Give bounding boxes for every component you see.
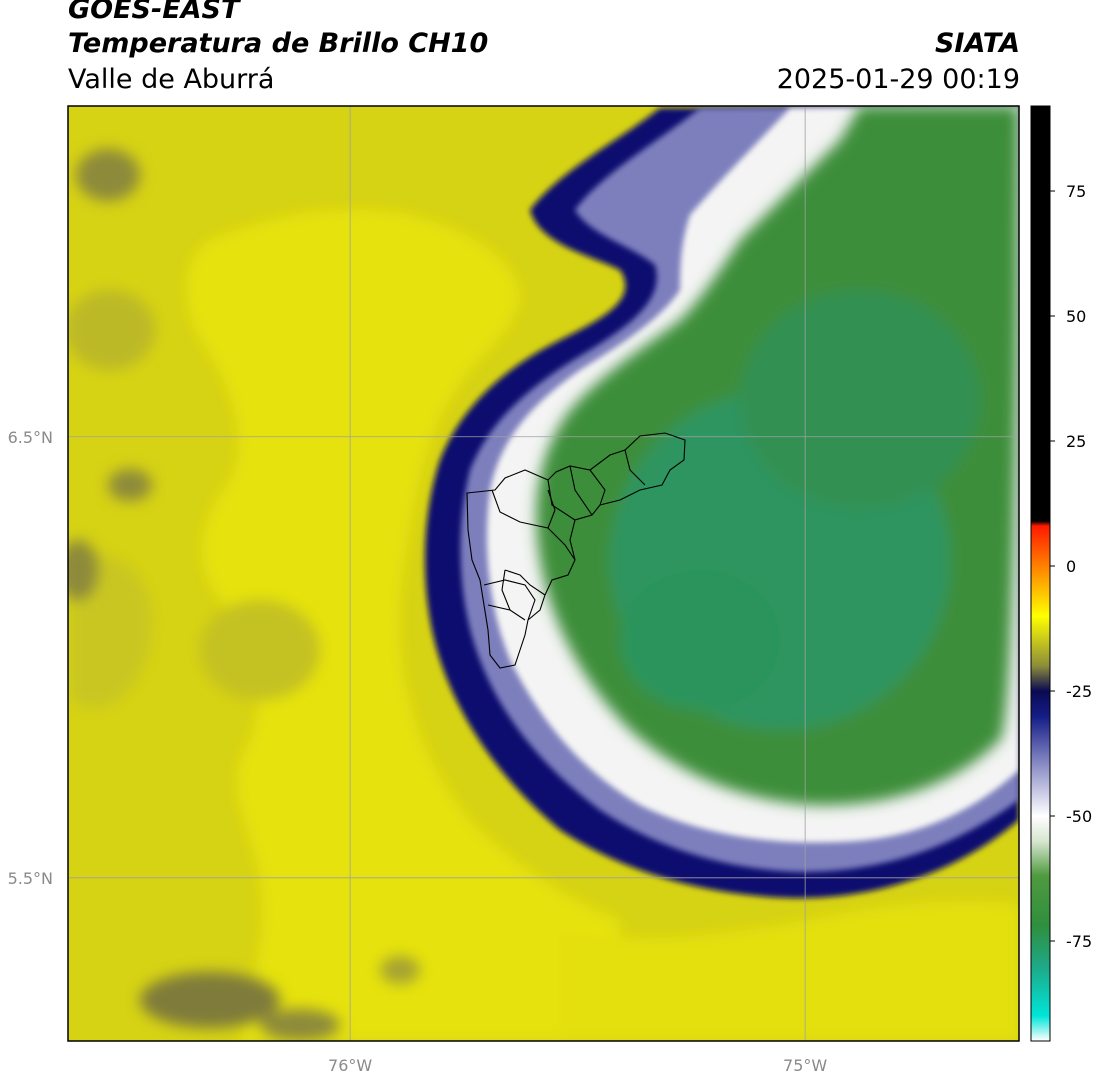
municipal-boundaries: [466, 432, 686, 669]
map-gridlines: [68, 106, 1019, 1041]
map-title: GOES-EAST: [68, 0, 240, 25]
map-timestamp: 2025-01-29 00:19: [776, 64, 1020, 95]
map-subtitle: Temperatura de Brillo CH10: [68, 28, 489, 59]
colorbar-tick-label: 0: [1066, 557, 1076, 576]
lat-tick-label: 5.5°N: [8, 869, 53, 888]
colorbar-gradient: [1031, 106, 1050, 1041]
lat-tick-label: 6.5°N: [8, 428, 53, 447]
organization-name: SIATA: [934, 28, 1020, 59]
cool-patches: [68, 149, 420, 1041]
region-name: Valle de Aburrá: [68, 64, 275, 95]
axis-labels: 76°W 75°W 6.5°N 5.5°N: [8, 428, 828, 1075]
map-frame: [67, 105, 1020, 1042]
colorbar-frame: [1030, 105, 1051, 1042]
warm-region: [70, 209, 1019, 1041]
colorbar-tick-label: -25: [1066, 682, 1092, 701]
brightness-temperature-field: [68, 106, 1019, 1041]
colorbar: 75 50 25 0 -25 -50 -75: [1030, 105, 1092, 1042]
colorbar-ticks: 75 50 25 0 -25 -50 -75: [1050, 182, 1092, 951]
colorbar-tick-label: -50: [1066, 807, 1092, 826]
colorbar-tick-label: 25: [1066, 432, 1086, 451]
lon-tick-label: 75°W: [783, 1056, 827, 1075]
cloud-cold-core: [536, 106, 1019, 806]
colorbar-tick-label: -75: [1066, 932, 1092, 951]
colorbar-tick-label: 75: [1066, 182, 1086, 201]
colorbar-tick-label: 50: [1066, 307, 1086, 326]
lon-tick-label: 76°W: [328, 1056, 372, 1075]
